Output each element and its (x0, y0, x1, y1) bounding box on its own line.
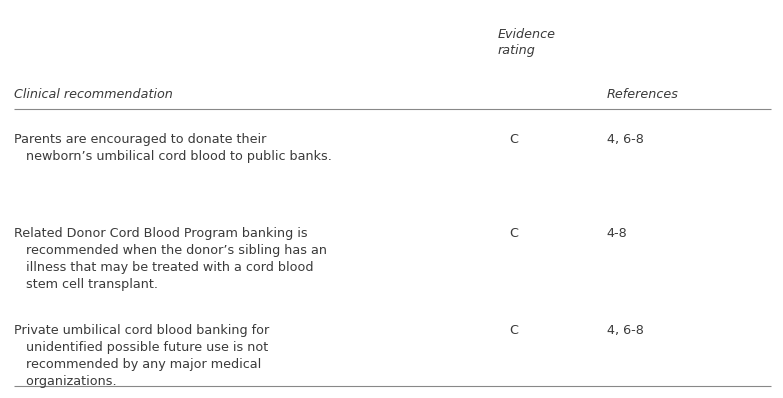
Text: C: C (509, 133, 518, 146)
Text: Related Donor Cord Blood Program banking is
   recommended when the donor’s sibl: Related Donor Cord Blood Program banking… (14, 227, 327, 291)
Text: 4, 6-8: 4, 6-8 (607, 324, 644, 338)
Text: Evidence
rating: Evidence rating (497, 28, 555, 57)
Text: C: C (509, 324, 518, 338)
Text: 4, 6-8: 4, 6-8 (607, 133, 644, 146)
Text: Parents are encouraged to donate their
   newborn’s umbilical cord blood to publ: Parents are encouraged to donate their n… (14, 133, 332, 163)
Text: Clinical recommendation: Clinical recommendation (14, 88, 173, 101)
Text: C: C (509, 227, 518, 240)
Text: Private umbilical cord blood banking for
   unidentified possible future use is : Private umbilical cord blood banking for… (14, 324, 269, 388)
Text: References: References (607, 88, 679, 101)
Text: 4-8: 4-8 (607, 227, 628, 240)
